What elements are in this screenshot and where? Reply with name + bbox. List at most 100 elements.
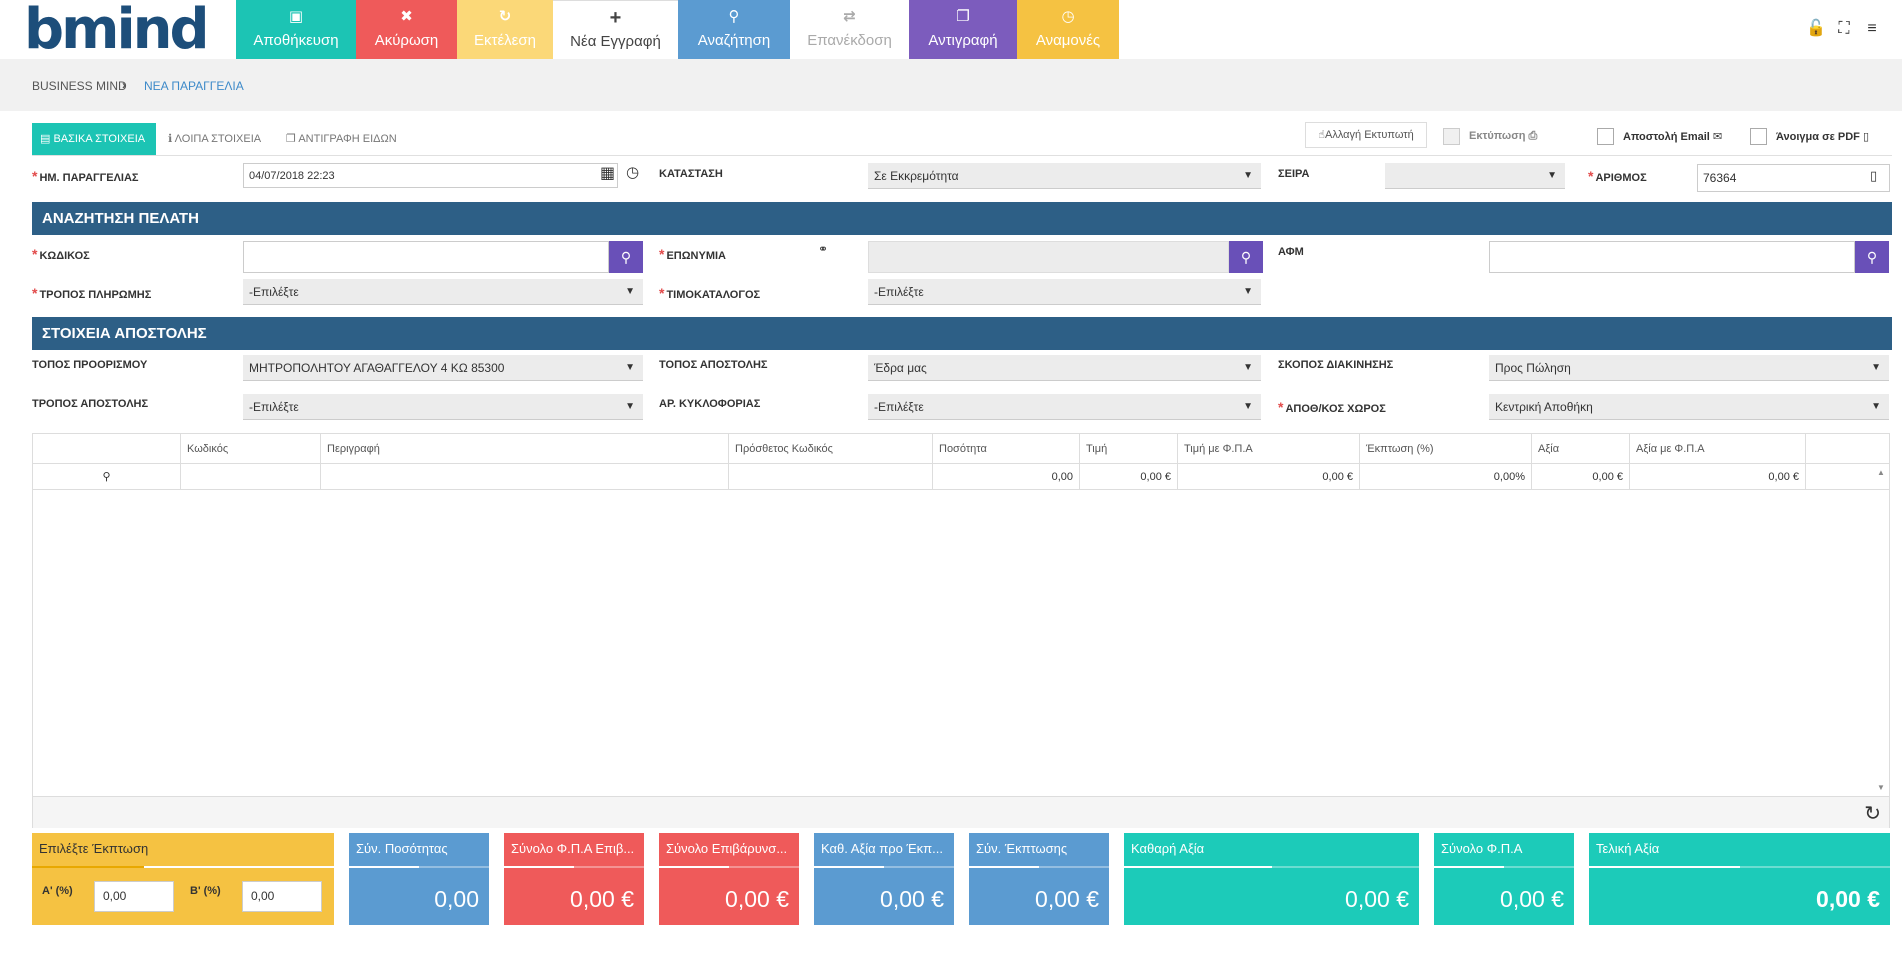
search-label: Αναζήτηση: [697, 32, 771, 49]
copy-icon: ❐: [286, 133, 299, 145]
save-button[interactable]: ▣ Αποθήκευση: [236, 0, 356, 59]
number-input[interactable]: 76364: [1697, 164, 1890, 192]
send-email-checkbox[interactable]: [1597, 128, 1614, 145]
table-row[interactable]: ⚲ 0,00 0,00 € 0,00 € 0,00% 0,00 € 0,00 €: [33, 464, 1889, 490]
card-value: 0,00 €: [1816, 886, 1880, 912]
top-toolbar: bmind ▣ Αποθήκευση ✖ Ακύρωση ↻ Εκτέλεση + Νέ…: [0, 0, 1902, 59]
grid-cell[interactable]: 0,00 €: [1080, 464, 1178, 489]
origin-select[interactable]: Έδρα μας ▼: [868, 355, 1261, 381]
unlock-icon[interactable]: 🔓: [1806, 20, 1826, 37]
column-header[interactable]: Τιμή με Φ.Π.Α: [1178, 434, 1360, 463]
company-name-input[interactable]: [868, 241, 1229, 273]
link-icon[interactable]: ⚭: [818, 242, 829, 256]
column-header[interactable]: Αξία: [1532, 434, 1630, 463]
grid-cell[interactable]: 0,00: [933, 464, 1080, 489]
search-icon: ⚲: [1866, 249, 1878, 265]
status-select[interactable]: Σε Εκκρεμότητα ▼: [868, 163, 1261, 189]
new-record-button[interactable]: + Νέα Εγγραφή: [553, 0, 678, 59]
grid-scrollbar[interactable]: ▲ ▼: [1875, 464, 1887, 796]
pending-button[interactable]: ◷ Αναμονές: [1017, 0, 1119, 59]
discount-a-input[interactable]: 0,00: [94, 881, 174, 912]
total-vat-surcharge-card: Σύνολο Φ.Π.Α Επιβ... 0,00 €: [504, 833, 644, 925]
column-header[interactable]: Αξία με Φ.Π.Α: [1630, 434, 1806, 463]
print-checkbox[interactable]: [1443, 128, 1460, 145]
destination-label: ΤΟΠΟΣ ΠΡΟΟΡΙΣΜΟΥ: [32, 359, 148, 371]
order-date-input[interactable]: 04/07/2018 22:23: [243, 163, 618, 188]
card-title: Σύν. Έκπτωσης: [976, 841, 1068, 856]
company-name-label: * ΕΠΩΝΥΜΙΑ: [659, 246, 726, 262]
status-label: ΚΑΤΑΣΤΑΣΗ: [659, 168, 723, 180]
grid-cell[interactable]: [729, 464, 933, 489]
column-header[interactable]: Κωδικός: [181, 434, 321, 463]
grid-footer: ↻: [33, 796, 1889, 828]
shipping-method-select[interactable]: -Επιλέξτε ▼: [243, 394, 643, 420]
run-button[interactable]: ↻ Εκτέλεση: [457, 0, 553, 59]
chevron-down-icon: ▼: [625, 362, 635, 373]
change-printer-button[interactable]: ☝Αλλαγή Εκτυπωτή: [1305, 122, 1427, 148]
search-icon: ⚲: [1240, 249, 1252, 265]
row-search-cell[interactable]: ⚲: [33, 464, 181, 489]
refresh-icon[interactable]: ↻: [1864, 803, 1881, 825]
vat-search-button[interactable]: ⚲: [1855, 241, 1889, 273]
calendar-icon[interactable]: ▦: [600, 165, 616, 182]
plate-select[interactable]: -Επιλέξτε ▼: [868, 394, 1261, 420]
company-name-search-button[interactable]: ⚲: [1229, 241, 1263, 273]
column-header[interactable]: Έκπτωση (%): [1360, 434, 1532, 463]
change-printer-label: Αλλαγή Εκτυπωτή: [1324, 129, 1414, 141]
document-icon: ▤: [40, 133, 54, 145]
column-header[interactable]: Τιμή: [1080, 434, 1178, 463]
customer-code-input[interactable]: [243, 241, 609, 273]
printer-icon: ⎙: [1528, 130, 1538, 142]
breadcrumb-root[interactable]: BUSINESS MIND: [32, 79, 127, 93]
pricelist-select[interactable]: -Επιλέξτε ▼: [868, 279, 1261, 305]
tab-copy-items[interactable]: ❐ ΑΝΤΙΓΡΑΦΗ ΕΙΔΩΝ: [278, 123, 408, 155]
grid-cell[interactable]: 0,00 €: [1630, 464, 1806, 489]
add-list-icon[interactable]: ≡: [1867, 20, 1877, 37]
top-right-icons: 🔓 ⛶ ≡: [1802, 18, 1892, 42]
discount-b-input[interactable]: 0,00: [242, 881, 322, 912]
search-icon: ⚲: [102, 471, 111, 483]
grid-cell[interactable]: 0,00%: [1360, 464, 1532, 489]
search-icon: ⚲: [728, 8, 740, 25]
grid-cell[interactable]: [321, 464, 729, 489]
items-grid: Κωδικός Περιγραφή Πρόσθετος Κωδικός Ποσό…: [32, 433, 1890, 828]
tab-basic-info[interactable]: ▤ ΒΑΣΙΚΑ ΣΤΟΙΧΕΙΑ: [32, 123, 156, 155]
reissue-button[interactable]: ⇄ Επανέκδοση: [790, 0, 909, 59]
column-header[interactable]: Ποσότητα: [933, 434, 1080, 463]
refresh-icon: ↻: [498, 8, 512, 25]
fullscreen-icon[interactable]: ⛶: [1838, 20, 1850, 37]
clock-icon: ◷: [1061, 8, 1075, 25]
tab-other-info[interactable]: ℹ ΛΟΙΠΑ ΣΤΟΙΧΕΙΑ: [160, 123, 278, 155]
grid-cell[interactable]: 0,00 €: [1178, 464, 1360, 489]
copy-button[interactable]: ❐ Αντιγραφή: [909, 0, 1017, 59]
card-title: Καθ. Αξία προ Έκπ...: [821, 841, 943, 856]
tab-other-label: ΛΟΙΠΑ ΣΤΟΙΧΕΙΑ: [174, 133, 262, 145]
cancel-button[interactable]: ✖ Ακύρωση: [356, 0, 457, 59]
grid-cell[interactable]: 0,00 €: [1532, 464, 1630, 489]
total-surcharge-card: Σύνολο Επιβάρυνσ... 0,00 €: [659, 833, 799, 925]
card-title: Σύνολο Φ.Π.Α: [1441, 841, 1523, 856]
open-pdf-checkbox[interactable]: [1750, 128, 1767, 145]
calculator-icon[interactable]: ▯: [1870, 168, 1878, 183]
vat-input[interactable]: [1489, 241, 1855, 273]
purpose-select[interactable]: Προς Πώληση ▼: [1489, 355, 1889, 381]
grid-cell[interactable]: [181, 464, 321, 489]
pricelist-label: * ΤΙΜΟΚΑΤΑΛΟΓΟΣ: [659, 285, 761, 301]
payment-method-select[interactable]: -Επιλέξτε ▼: [243, 279, 643, 305]
clock-icon[interactable]: ◷: [626, 164, 640, 181]
card-title: Σύν. Ποσότητας: [356, 841, 448, 856]
warehouse-select[interactable]: Κεντρική Αποθήκη ▼: [1489, 394, 1889, 420]
card-title: Τελική Αξία: [1596, 841, 1660, 856]
search-button[interactable]: ⚲ Αναζήτηση: [678, 0, 790, 59]
grid-header: Κωδικός Περιγραφή Πρόσθετος Κωδικός Ποσό…: [33, 434, 1889, 464]
column-header[interactable]: Περιγραφή: [321, 434, 729, 463]
column-header: [33, 434, 181, 463]
customer-code-search-button[interactable]: ⚲: [609, 241, 643, 273]
print-label: Εκτύπωση ⎙: [1469, 130, 1538, 142]
origin-label: ΤΟΠΟΣ ΑΠΟΣΤΟΛΗΣ: [659, 359, 768, 371]
column-header[interactable]: Πρόσθετος Κωδικός: [729, 434, 933, 463]
series-select[interactable]: ▼: [1385, 163, 1565, 189]
breadcrumb-current: ΝΕΑ ΠΑΡΑΓΓΕΛΙΑ: [144, 79, 244, 93]
destination-select[interactable]: ΜΗΤΡΟΠΟΛΗΤΟΥ ΑΓΑΘΑΓΓΕΛΟΥ 4 ΚΩ 85300 ▼: [243, 355, 643, 381]
bmind-logo[interactable]: bmind: [24, 2, 224, 58]
